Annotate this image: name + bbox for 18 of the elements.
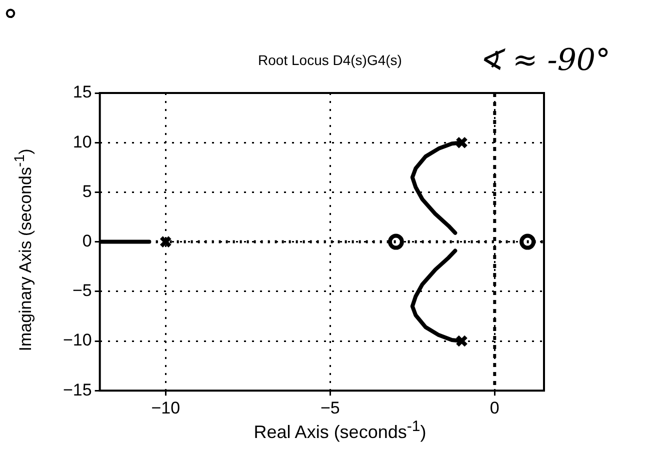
y-tick-label: −10 [62,330,92,350]
point [520,234,536,250]
y-tick-label: 15 [72,82,92,102]
y-tick-label: 10 [72,132,92,152]
x-axis-title: Real Axis (seconds$^{-1}$) [252,418,428,443]
point [388,234,404,250]
y-tick-label: 0 [82,231,92,250]
x-tick-label: −5 [320,398,340,418]
y-tick-label: −15 [62,380,92,400]
x-tick-label: −10 [151,398,180,418]
x-tick-label: 0 [490,398,500,418]
text: ° [3,4,18,39]
point [159,236,172,248]
point [456,136,468,149]
chart-title: Root Locus D4(s)G4(s) [257,52,403,68]
y-tick-label: −5 [72,281,92,300]
text: ∢ ≈ -90° [478,42,611,78]
y-tick-label: 5 [82,182,92,201]
